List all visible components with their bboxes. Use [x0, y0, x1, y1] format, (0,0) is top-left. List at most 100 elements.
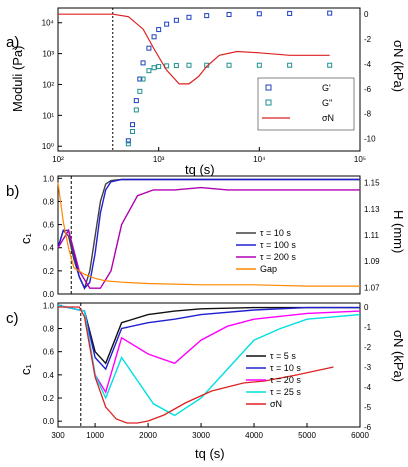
- panel-a-point-gp: [173, 17, 179, 23]
- panel-a-point-gp: [156, 27, 162, 33]
- panel-b-legend-label: τ = 10 s: [260, 228, 291, 238]
- panel-a-legend-label: G'': [322, 98, 333, 108]
- panel-c-legend-label: τ = 10 s: [270, 363, 301, 373]
- panel-c-series: [57, 304, 361, 417]
- panel-a-point-gp: [287, 10, 293, 16]
- panel-b-series: [57, 178, 360, 291]
- panel-c-ytick-right: -3: [364, 363, 372, 372]
- panel-a-point-gpp: [156, 64, 162, 70]
- panel-a-ytick-right: -6: [364, 85, 372, 94]
- panel-a-point-gp: [137, 76, 143, 82]
- panel-c-ytick-right: -5: [364, 403, 372, 412]
- panel-a-ytick-right: 0: [364, 10, 369, 19]
- panel-c-ytick-right: -2: [364, 343, 372, 352]
- panel-a-point-gpp: [146, 68, 152, 74]
- panel-a-point-gp: [125, 138, 131, 144]
- panel-a-xtick: 10²: [52, 155, 64, 164]
- panel-a-label: a): [6, 34, 19, 51]
- panel-a-xlabel: tq (s): [185, 162, 215, 177]
- panel-a-legend: [257, 77, 355, 131]
- panel-a-ytick-right: -2: [364, 35, 372, 44]
- panel-b-ytick-right: 1.13: [364, 205, 380, 214]
- panel-c-legend-label: τ = 5 s: [270, 351, 296, 361]
- panel-a-point-gpp: [186, 62, 192, 68]
- panel-a-legend-label: σN: [322, 113, 334, 123]
- panel-a-ylabel: Moduli (Pa): [10, 46, 25, 112]
- panel-c-ytick: 0.8: [43, 324, 55, 333]
- panel-a-point-gpp: [137, 88, 143, 94]
- panel-b-legend-label: τ = 200 s: [260, 252, 296, 262]
- panel-b-series: [57, 186, 360, 289]
- panel-a-ytick: 10⁴: [42, 19, 55, 28]
- panel-a-point-gp: [151, 34, 157, 40]
- panel-c-frame: [57, 302, 361, 428]
- panel-b-ytick: 1.0: [43, 174, 55, 183]
- panel-a-point-gp: [186, 14, 192, 20]
- panel-b-frame: [57, 175, 361, 295]
- panel-a-ytick: 10³: [42, 50, 54, 59]
- panel-b-ytick: 0.0: [43, 290, 55, 299]
- panel-b-ytick: 0.2: [43, 267, 55, 276]
- panel-c-series: [57, 304, 360, 371]
- panel-c-ytick: 0.2: [43, 394, 55, 403]
- panel-b-series: [57, 182, 360, 287]
- panel-a-point-gpp: [140, 76, 146, 82]
- panel-a-point-gpp: [133, 107, 139, 113]
- panel-c-ytick: 0.4: [43, 371, 55, 380]
- panel-a-point-gpp: [226, 62, 232, 68]
- panel-a-xtick: 10⁴: [253, 155, 266, 164]
- panel-a-point-gpp: [125, 141, 131, 147]
- panel-c-ytick-right: -1: [364, 323, 372, 332]
- panel-b-ytick-right: 1.15: [364, 179, 380, 188]
- panel-c-xtick: 5000: [298, 431, 316, 440]
- panel-a-point-gp: [226, 11, 232, 17]
- panel-a-point-gp: [133, 98, 139, 104]
- panel-c-ylabel: c₁: [18, 364, 33, 376]
- panel-a-point-gp: [327, 10, 333, 16]
- panel-b-ytick-right: 1.09: [364, 257, 380, 266]
- panel-a-ytick: 10²: [42, 80, 54, 89]
- panel-c-ytick: 0.0: [43, 417, 55, 426]
- panel-c-ytick: 1.0: [43, 301, 55, 310]
- panel-b-legend-label: τ = 100 s: [260, 240, 296, 250]
- panel-b-legend-label: Gap: [260, 264, 277, 274]
- panel-a-ytick: 10¹: [42, 111, 54, 120]
- panel-a-legend-marker: [265, 99, 272, 106]
- panel-a-point-gpp: [173, 63, 179, 69]
- panel-b-ylabel: c₁: [18, 233, 33, 245]
- panel-b-label: b): [6, 183, 19, 200]
- panel-a-point-gp: [164, 21, 170, 27]
- panel-c-label: c): [6, 310, 19, 327]
- panel-c-legend-label: σN: [270, 399, 282, 409]
- panel-a-point-gp: [140, 60, 146, 66]
- panel-a-ytick-right: -10: [364, 135, 376, 144]
- panel-a-ylabel-right: σN (kPa): [391, 40, 406, 92]
- panel-a-xtick: 10³: [153, 155, 165, 164]
- panel-c-series: [58, 306, 334, 424]
- panel-a-ytick: 10⁰: [42, 142, 54, 151]
- panel-a-point-gp: [146, 45, 152, 51]
- panel-c-ytick-right: 0: [364, 303, 369, 312]
- panel-c-xtick: 2000: [139, 431, 157, 440]
- panel-c-ylabel-right: σN (kPa): [391, 330, 406, 382]
- panel-a-point-gp: [130, 122, 136, 128]
- panel-b-ytick: 0.8: [43, 197, 55, 206]
- panel-b-ytick-right: 1.11: [364, 231, 380, 240]
- panel-c-xtick: 3000: [192, 431, 210, 440]
- panel-b-ylabel-right: H (mm): [391, 210, 406, 253]
- panel-a-series-sigma: [58, 13, 330, 85]
- panel-a-point-gp: [204, 13, 210, 19]
- panel-c-ytick-right: -6: [364, 423, 372, 432]
- panel-a-ytick-right: -8: [364, 110, 372, 119]
- panel-c-xlabel: tq (s): [195, 446, 225, 461]
- panel-c-xtick: 4000: [245, 431, 263, 440]
- panel-a-legend-label: G': [322, 83, 331, 93]
- panel-a-point-gpp: [256, 62, 262, 68]
- panel-c-legend-label: τ = 20 s: [270, 375, 301, 385]
- panel-a-point-gpp: [327, 62, 333, 68]
- panel-a-xtick: 10⁵: [354, 155, 366, 164]
- panel-a-ytick-right: -4: [364, 60, 372, 69]
- panel-a-frame: [57, 7, 361, 152]
- panel-a-legend-marker: [265, 84, 272, 91]
